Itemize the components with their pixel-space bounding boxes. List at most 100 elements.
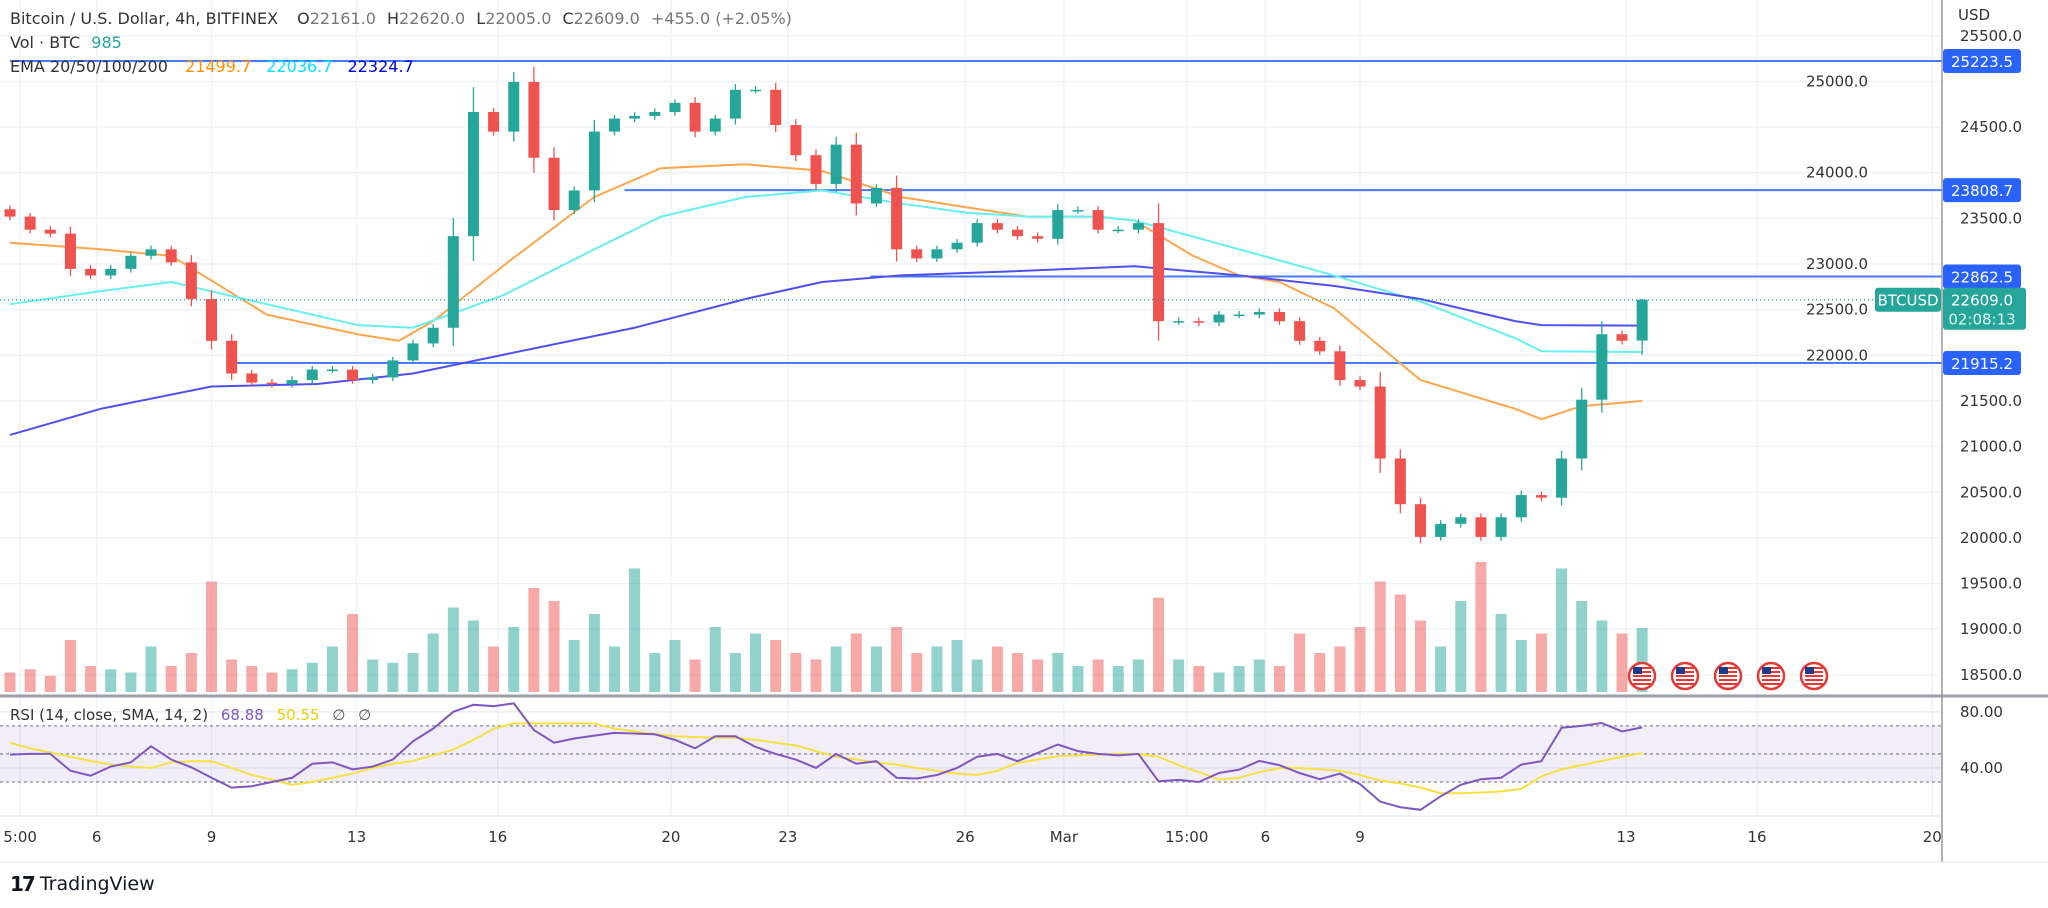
time-tick-label: 26 xyxy=(956,828,975,846)
tradingview-logo-icon: 17 xyxy=(10,872,36,896)
ema-legend[interactable]: EMA 20/50/100/200 21499.7 22036.7 22324.… xyxy=(10,57,424,76)
volume-bar xyxy=(1153,597,1165,692)
candle-body xyxy=(649,111,661,116)
current-price-tag xyxy=(1943,287,2026,330)
candle-body xyxy=(1072,210,1084,212)
candle-body xyxy=(1153,223,1165,322)
symbol-tag xyxy=(1875,287,1941,312)
volume-value: 985 xyxy=(91,33,122,52)
candle-body xyxy=(1475,517,1487,537)
time-tick-label: Mar xyxy=(1050,828,1079,846)
candle-body xyxy=(1052,210,1064,239)
candle-body xyxy=(750,89,762,92)
volume-legend[interactable]: Vol · BTC 985 xyxy=(10,33,132,52)
ema-line-ema20 xyxy=(9,163,1643,421)
candle-body xyxy=(1092,210,1104,230)
volume-bar xyxy=(105,669,117,692)
time-tick-label: 13 xyxy=(1616,828,1635,846)
us-flag-icon[interactable] xyxy=(1670,661,1700,691)
symbol-title[interactable]: Bitcoin / U.S. Dollar, 4h, BITFINEX xyxy=(10,9,279,28)
rsi-na-2: ∅ xyxy=(358,706,372,724)
price-axis[interactable]: 25500.0 25000.0 24500.0 24000.0 23500.0 23000… xyxy=(1806,27,2022,684)
candle-body xyxy=(125,255,137,269)
candle-body xyxy=(266,382,278,385)
bar-countdown-label: 02:08:13 xyxy=(1948,311,2015,329)
price-tick-label: 24000.0 xyxy=(1806,164,1868,182)
volume-bar xyxy=(85,666,97,692)
us-flag-icon[interactable] xyxy=(1756,661,1786,691)
time-axis[interactable]: 5:00 6 9 13 16 20 23 26 Mar 15:00 6 9 13 16 20 xyxy=(3,828,1942,846)
time-tick-label: 9 xyxy=(207,828,217,846)
volume-bar xyxy=(467,620,479,692)
candle-body xyxy=(911,249,923,259)
us-flag-icon[interactable] xyxy=(1799,661,1829,691)
candle-body xyxy=(790,125,802,156)
volume-bar xyxy=(1616,633,1628,692)
candle-body xyxy=(1354,380,1366,387)
flag-stripe xyxy=(1762,675,1780,677)
flag-stripe xyxy=(1762,683,1780,685)
candle-body xyxy=(185,262,197,299)
volume-bar xyxy=(689,659,701,692)
price-tick-label: 24500.0 xyxy=(1960,118,2022,136)
volume-bar xyxy=(971,659,983,692)
us-flag-icon[interactable] xyxy=(1627,661,1657,691)
volume-bar xyxy=(891,627,903,692)
candle-body xyxy=(387,360,399,378)
volume-bar xyxy=(568,640,580,692)
volume-bar xyxy=(931,646,943,692)
flag-stripe xyxy=(1719,679,1737,681)
level-price-tag xyxy=(1943,178,2021,203)
volume-bar xyxy=(206,581,217,692)
candle-body xyxy=(528,81,540,158)
level-price-tag-label: 21915.2 xyxy=(1951,355,2013,373)
volume-bar xyxy=(1636,627,1648,692)
candle-body xyxy=(246,373,258,383)
symbol-legend[interactable]: Bitcoin / U.S. Dollar, 4h, BITFINEX O221… xyxy=(10,9,798,28)
rsi-label: RSI (14, close, SMA, 14, 2) xyxy=(10,706,209,724)
time-tick-label: 6 xyxy=(1261,828,1271,846)
time-tick-label: 6 xyxy=(92,828,102,846)
volume-bar xyxy=(1233,666,1245,692)
flag-stripe xyxy=(1762,679,1780,681)
horizontal-level-lines[interactable] xyxy=(10,60,1942,365)
rsi-legend[interactable]: RSI (14, close, SMA, 14, 2) 68.88 50.55 … xyxy=(10,706,379,724)
volume-bar xyxy=(4,672,16,692)
event-icons[interactable] xyxy=(1627,661,1829,691)
volume-bar xyxy=(447,607,459,692)
ema20-value: 21499.7 xyxy=(185,57,252,76)
ema-label: EMA 20/50/100/200 xyxy=(10,57,168,76)
candle-body xyxy=(588,131,600,191)
volume-bar xyxy=(1435,646,1447,692)
volume-bar xyxy=(44,675,56,692)
candle-body xyxy=(145,249,157,256)
candle-body xyxy=(1273,312,1285,322)
close-value: 22609.0 xyxy=(573,9,640,28)
candle-body xyxy=(105,268,117,276)
volume-bar xyxy=(1173,659,1185,692)
volume-bar xyxy=(911,653,923,692)
close-label: C xyxy=(562,9,574,28)
level-price-tag xyxy=(1943,351,2021,376)
volume-bar xyxy=(810,659,822,692)
price-tick-label: 20000.0 xyxy=(1960,529,2022,547)
volume-bar xyxy=(1092,659,1104,692)
price-tick-label: 19000.0 xyxy=(1960,620,2022,638)
price-tick-label: 21500.0 xyxy=(1960,392,2022,410)
rsi-na-1: ∅ xyxy=(332,706,346,724)
volume-bar xyxy=(1576,601,1588,692)
flag-stripe xyxy=(1805,675,1823,677)
rsi-axis[interactable]: 80.00 40.00 xyxy=(1960,703,2003,777)
candle-body xyxy=(609,118,620,132)
us-flag-icon[interactable] xyxy=(1713,661,1743,691)
flag-stripe xyxy=(1676,679,1694,681)
price-tick-label: 23500.0 xyxy=(1960,209,2022,227)
time-tick-label: 13 xyxy=(347,828,366,846)
currency-label[interactable]: USD xyxy=(1958,6,1991,24)
low-value: 22005.0 xyxy=(485,9,552,28)
candle-body xyxy=(1576,399,1588,459)
volume-bar xyxy=(407,653,419,692)
candle-body xyxy=(1314,340,1326,352)
tradingview-logo[interactable]: 17 TradingView xyxy=(10,872,155,896)
